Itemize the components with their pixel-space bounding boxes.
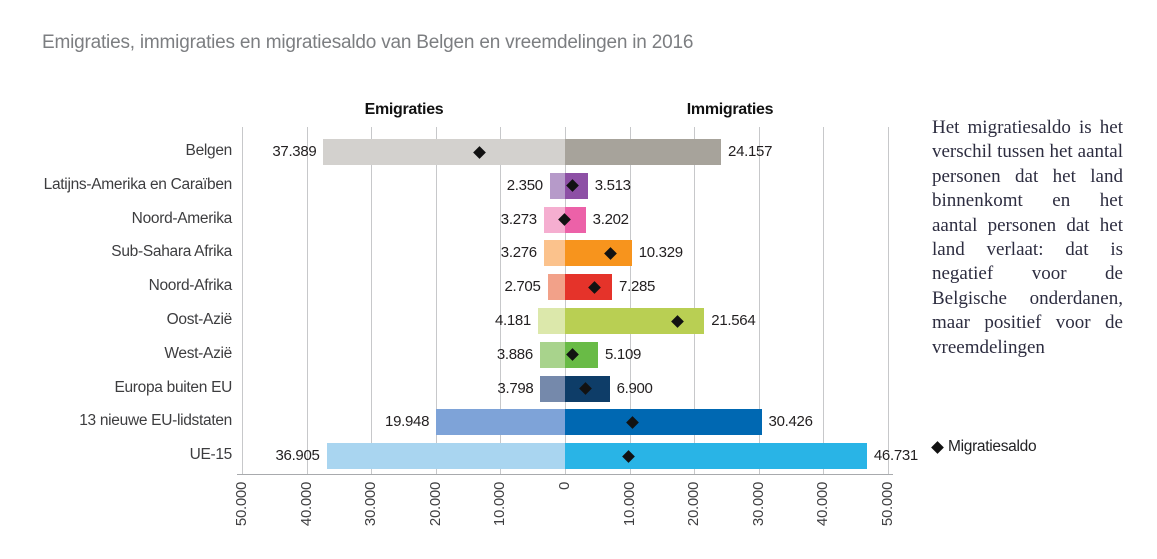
emigration-value-label: 3.273 [500, 210, 537, 228]
category-label: Noord-Amerika [131, 209, 233, 227]
emigration-value-label: 3.886 [496, 345, 533, 363]
emigration-bar [543, 206, 565, 233]
x-axis-tick-label: 30.000 [362, 482, 380, 527]
immigration-bar [565, 206, 586, 233]
gridline [629, 127, 631, 474]
immigration-value-label: 6.900 [616, 379, 653, 397]
x-axis-tick-label: 50.000 [233, 482, 250, 527]
category-label: Noord-Afrika [148, 277, 233, 295]
immigration-value-label: 21.564 [711, 312, 756, 329]
emigration-bar [323, 139, 565, 165]
immigration-bar [565, 443, 867, 470]
immigration-bar [565, 409, 762, 436]
emigration-bar [537, 308, 565, 334]
gridline [500, 127, 502, 474]
emigration-value-label: 36.905 [275, 447, 320, 465]
migration-balance-note: Het migratiesaldo is het verschil tussen… [932, 117, 1123, 358]
x-axis-tick-label: 20.000 [685, 482, 703, 527]
emigration-value-label: 2.705 [504, 278, 541, 296]
immigration-value-label: 3.202 [592, 210, 629, 228]
emigrations-column-header: Emigraties [364, 101, 444, 118]
gridline [565, 127, 566, 474]
emigration-value-label: 19.948 [385, 413, 430, 431]
immigration-bar [565, 139, 722, 165]
category-label: Sub-Sahara Afrika [111, 243, 232, 261]
legend-label: Migratiesaldo [948, 438, 1037, 455]
x-axis-tick-label: 10.000 [491, 482, 509, 527]
category-label: 13 nieuwe EU-lidstaten [79, 412, 232, 430]
immigration-value-label: 10.329 [638, 244, 683, 262]
legend: Migratiesaldo [931, 438, 1037, 456]
emigration-value-label: 4.181 [494, 312, 531, 329]
x-axis-tick-label: 40.000 [814, 482, 832, 527]
gridline [242, 127, 243, 474]
emigration-bar [549, 172, 565, 199]
x-axis-tick-label: 30.000 [749, 482, 767, 527]
immigration-bar [565, 240, 632, 267]
emigration-bar [543, 240, 565, 267]
category-label: Belgen [185, 142, 233, 159]
emigration-value-label: 3.276 [500, 244, 537, 262]
x-axis-tick-label: 50.000 [879, 482, 896, 527]
emigration-bar [539, 341, 565, 368]
emigration-value-label: 37.389 [272, 143, 317, 160]
emigration-value-label: 2.350 [506, 176, 543, 194]
gridline [694, 127, 696, 474]
immigration-value-label: 7.285 [619, 278, 656, 296]
x-axis-tick-label: 10.000 [620, 482, 638, 527]
chart-title: Emigraties, immigraties en migratiesaldo… [42, 32, 694, 53]
category-label: Latijns-Amerika en Caraïben [43, 175, 233, 193]
x-axis-tick-label: 40.000 [297, 482, 315, 527]
category-label: Oost-Azië [166, 311, 233, 328]
emigration-bar [326, 443, 565, 470]
category-label: West-Azië [164, 344, 232, 362]
immigrations-column-header: Immigraties [686, 101, 774, 118]
gridline [823, 127, 825, 474]
x-axis-tick-label: 0 [556, 482, 573, 491]
gridline [888, 127, 889, 474]
gridline [758, 127, 760, 474]
x-axis-line [237, 474, 893, 475]
immigration-value-label: 30.426 [768, 413, 813, 431]
diamond-marker-icon [931, 440, 944, 454]
gridline [371, 127, 373, 474]
immigration-value-label: 3.513 [594, 176, 631, 194]
emigration-value-label: 3.798 [497, 379, 534, 397]
immigration-value-label: 24.157 [728, 143, 773, 160]
gridline [306, 127, 308, 474]
emigration-bar [547, 274, 565, 301]
immigration-value-label: 46.731 [873, 447, 918, 465]
gridline [435, 127, 437, 474]
x-axis-tick-label: 20.000 [426, 482, 444, 527]
category-label: UE-15 [189, 446, 233, 464]
emigration-bar [540, 375, 565, 402]
immigration-value-label: 5.109 [605, 345, 642, 363]
emigration-bar [436, 409, 565, 436]
category-label: Europa buiten EU [114, 378, 232, 396]
